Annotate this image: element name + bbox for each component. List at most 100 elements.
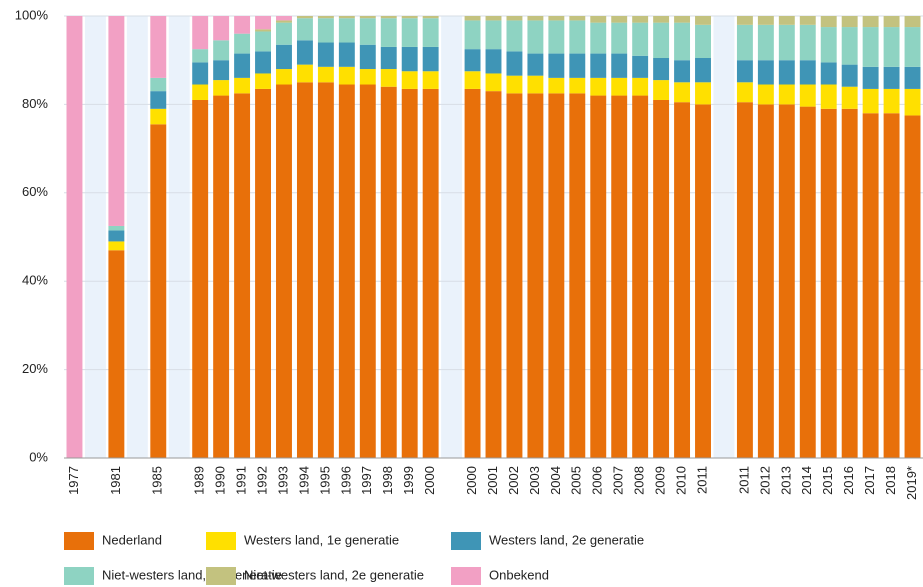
x-tick-label: 1990 [213,466,228,495]
bar-segment [464,16,481,21]
bar-segment [108,241,125,251]
bar-segment [464,88,481,459]
x-tick-label: 2010 [673,466,688,495]
bar-segment [338,18,355,43]
legend-label: Onbekend [489,567,549,582]
bar-segment [422,46,439,72]
bar-segment [778,60,795,85]
bar-segment [401,16,418,19]
bar-segment [380,46,397,70]
bar-segment [611,95,628,458]
bar-segment [527,16,544,21]
bar-segment [590,53,607,78]
bar-segment [674,82,691,103]
x-tick-label: 1996 [338,466,353,495]
bar-segment [359,69,376,85]
bar-segment [611,53,628,78]
x-tick-label: 2005 [569,466,584,495]
bar-segment [862,16,879,28]
bar-segment [883,88,900,114]
x-tick-label: 2006 [590,466,605,495]
bar-segment [590,22,607,54]
legend-label: Niet-westers land, 2e generatie [244,567,424,582]
bar-segment [464,49,481,72]
bar-segment [820,84,837,109]
x-tick-label: 2000 [422,466,437,495]
bar-segment [401,88,418,459]
bar-segment [506,51,523,76]
bar-segment [590,16,607,23]
bar-segment [317,18,334,43]
bar-segment [422,71,439,89]
bar-segment [548,77,565,94]
bar-segment [276,44,292,70]
bar-segment [422,18,439,47]
y-tick-label: 80% [22,96,48,111]
bar-segment [338,84,355,458]
bar-segment [736,60,753,83]
bar-segment [317,82,334,459]
bar-segment [422,16,439,19]
bar-segment [66,16,83,458]
bar-segment [276,20,292,23]
legend-label: Westers land, 1e generatie [244,532,399,547]
bar-segment [841,64,858,87]
bar-segment [255,29,271,32]
bar-segment [674,60,691,83]
bar-segment [276,84,292,458]
bar-segment [674,22,691,61]
bar-segment [234,93,251,458]
bar-segment [695,82,711,105]
bar-segment [192,16,209,50]
bar-segment [338,42,355,67]
bar-segment [213,80,230,96]
bar-segment [695,57,711,83]
bar-segment [820,108,837,458]
bar-segment [632,22,649,56]
bar-segment [695,104,711,459]
legend-swatch [206,532,236,550]
bar-segment [695,24,711,58]
bar-segment [569,93,586,458]
y-tick-label: 60% [22,184,48,199]
bar-segment [527,75,544,94]
bar-segment [674,102,691,458]
bar-segment [255,88,271,459]
bar-segment [108,225,125,231]
bar-segment [841,86,858,109]
bar-segment [569,53,586,78]
bar-segment [799,106,816,459]
x-tick-label: 1998 [380,466,395,495]
legend-label: Nederland [102,532,162,547]
bar-segment [359,84,376,458]
bar-segment [883,27,900,67]
bar-segment [820,16,837,28]
x-tick-label: 1989 [192,466,207,495]
x-tick-label: 2011 [694,466,709,494]
bar-segment [150,124,167,458]
bar-segment [506,20,523,52]
y-tick-label: 100% [15,7,49,22]
bar-segment [401,46,418,72]
bar-segment [590,77,607,96]
bar-segment [527,20,544,54]
bar-segment [192,84,209,100]
bar-segment [401,18,418,47]
bar-segment [150,77,167,92]
bar-segment [296,82,313,459]
bar-segment [464,71,481,89]
x-tick-label: 1997 [359,466,374,495]
bar-segment [778,24,795,61]
bar-segment [904,16,921,28]
bar-segment [569,77,586,94]
bar-segment [778,16,795,25]
bar-segment [799,16,816,25]
bar-segment [276,69,292,85]
x-tick-label: 2012 [757,466,772,495]
bar-segment [757,104,774,459]
bar-segment [296,18,313,41]
x-tick-label: 1992 [254,466,269,495]
bar-segment [296,64,313,83]
bar-segment [359,44,376,70]
